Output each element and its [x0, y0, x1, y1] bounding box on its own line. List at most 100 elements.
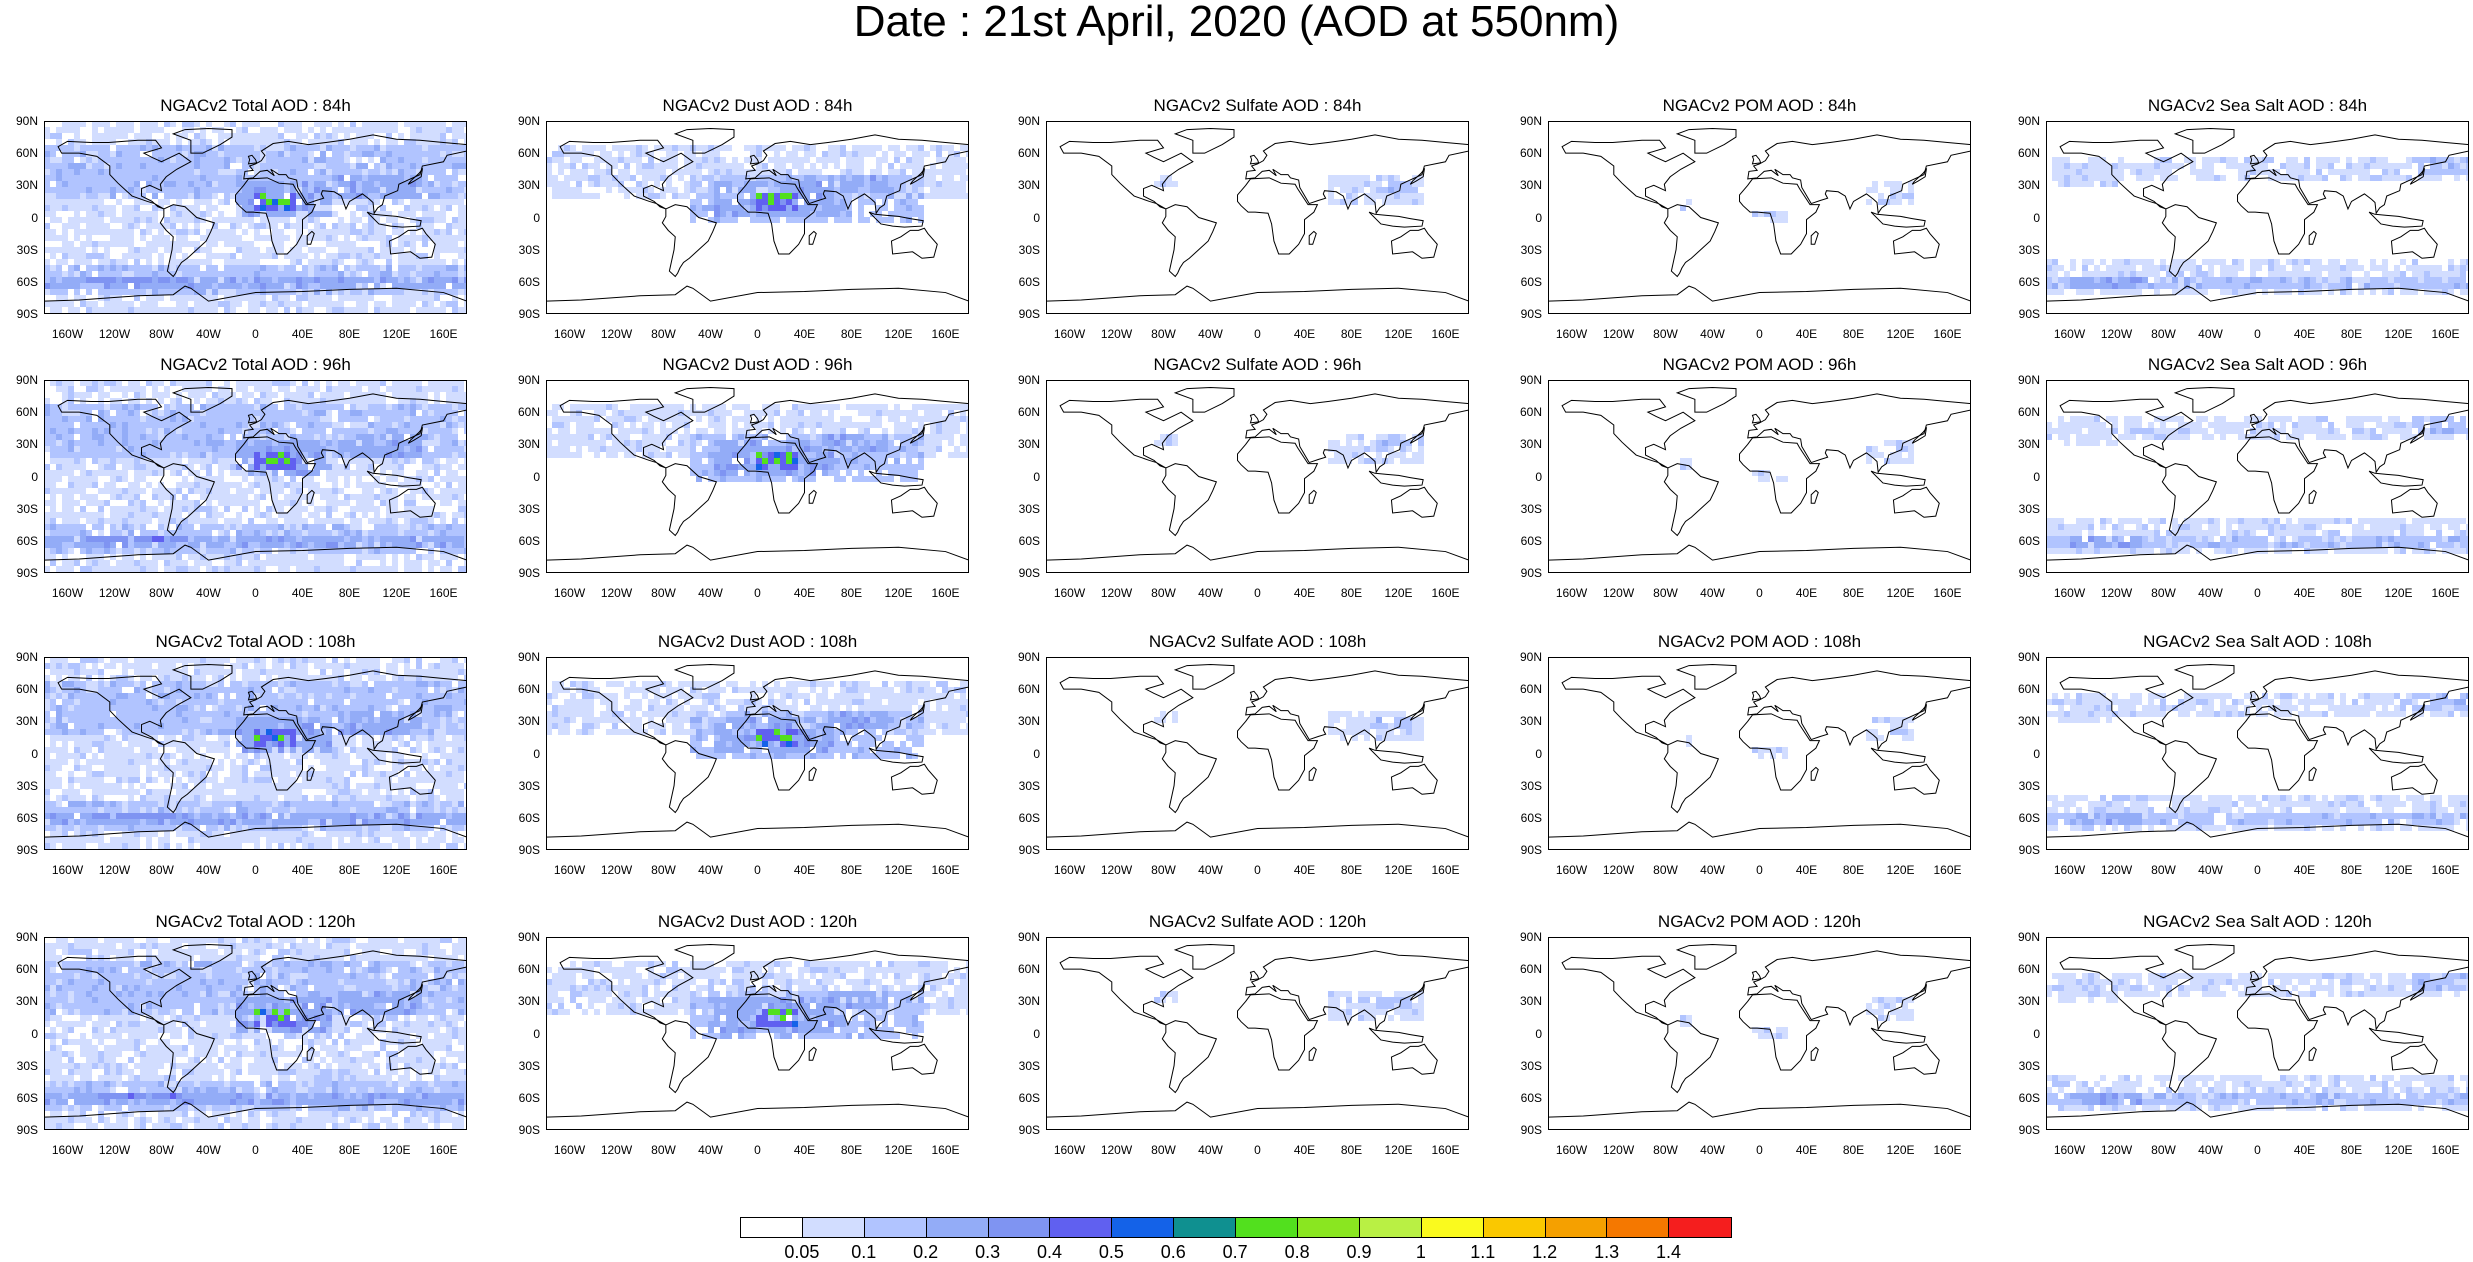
- coastline-uk: [2249, 690, 2260, 701]
- coastlines: [2046, 664, 2469, 838]
- lon-tick-label: 120E: [2384, 863, 2413, 877]
- lon-tick-label: 120E: [884, 863, 913, 877]
- lat-tick-label: 30S: [518, 501, 540, 516]
- coastline-africa: [2237, 993, 2319, 1071]
- lon-tick-label: 120E: [1886, 327, 1915, 341]
- lat-tick-label: 30S: [2018, 1058, 2040, 1073]
- lat-tick-label: 60S: [2018, 274, 2040, 289]
- lon-tick-label: 120E: [382, 1143, 411, 1157]
- lon-tick-label: 0: [252, 863, 259, 877]
- coastline-eurasia: [2245, 134, 2469, 215]
- coastline-australia: [2390, 227, 2438, 259]
- lat-tick-label: 0: [1535, 746, 1542, 761]
- colorbar-label: 0.9: [1346, 1242, 1372, 1262]
- map-seasalt-1: [2046, 380, 2469, 573]
- coastlines: [546, 387, 969, 561]
- coastline-africa: [2237, 436, 2319, 514]
- coastline-indonesia: [366, 747, 422, 764]
- lat-tick-label: 90S: [1018, 843, 1040, 857]
- lon-tick-label: 120W: [1100, 1143, 1133, 1157]
- coastline-uk: [247, 154, 258, 165]
- lat-tick-label: 90S: [518, 566, 540, 580]
- aod-field: [1680, 181, 1914, 223]
- lat-tick-label: 0: [2033, 469, 2040, 484]
- coastline-indonesia: [868, 470, 924, 487]
- coastline-africa: [1237, 177, 1319, 255]
- colorbar-box: [864, 1218, 927, 1237]
- lat-tick-label: 60N: [517, 682, 540, 697]
- lat-tick-label: 90N: [2017, 650, 2040, 664]
- coastlines: [44, 944, 467, 1118]
- coastline-indonesia: [1368, 211, 1424, 228]
- lat-tick-label: 90N: [2017, 114, 2040, 128]
- coastline-africa: [1739, 713, 1821, 791]
- coastline-south-america: [159, 463, 216, 537]
- lat-tick-label: 0: [2033, 746, 2040, 761]
- coastlines: [44, 387, 467, 561]
- lat-tick-label: 0: [533, 746, 540, 761]
- coastline-uk: [247, 690, 258, 701]
- coastline-eurasia: [1747, 393, 1971, 474]
- aod-field: [546, 404, 969, 482]
- coastline-uk: [1751, 690, 1762, 701]
- lat-tick-label: 30N: [1017, 437, 1040, 452]
- coastline-north-america: [2059, 675, 2194, 746]
- lat-tick-label: 60S: [518, 1090, 540, 1105]
- lat-tick-label: 30S: [1018, 242, 1040, 257]
- coastline-eurasia: [2245, 393, 2469, 474]
- lat-tick-label: 0: [2033, 1026, 2040, 1041]
- lon-tick-label: 120E: [1384, 1143, 1413, 1157]
- coastline-north-america: [2059, 955, 2194, 1026]
- lon-tick-label: 80W: [1151, 327, 1176, 341]
- aod-field: [546, 681, 969, 759]
- lat-tick-label: 0: [1535, 1026, 1542, 1041]
- lat-tick-label: 90N: [517, 373, 540, 387]
- coastline-south-america: [1161, 463, 1218, 537]
- coastline-africa: [1237, 993, 1319, 1071]
- coastline-uk: [1249, 154, 1260, 165]
- lat-tick-label: 30N: [1519, 178, 1542, 193]
- coastline-japan: [1409, 426, 1426, 444]
- coastlines: [546, 944, 969, 1118]
- lon-tick-label: 80W: [1151, 1143, 1176, 1157]
- coastline-madagascar: [306, 230, 315, 245]
- coastline-antarctica: [1046, 285, 1469, 302]
- lat-tick-label: 90S: [518, 307, 540, 321]
- coastline-south-america: [1663, 204, 1720, 278]
- lon-tick-label: 160W: [553, 1143, 586, 1157]
- lon-tick-label: 160W: [1555, 863, 1588, 877]
- lat-tick-label: 60N: [1519, 962, 1542, 977]
- coastline-africa: [737, 993, 819, 1071]
- coastline-australia: [388, 486, 436, 518]
- coastline-africa: [1237, 436, 1319, 514]
- lon-tick-label: 40W: [2198, 586, 2223, 600]
- lon-tick-label: 40E: [291, 327, 314, 341]
- lon-tick-label: 160W: [553, 327, 586, 341]
- aod-field: [1154, 711, 1424, 741]
- coastline-madagascar: [2308, 1046, 2317, 1061]
- lon-tick-label: 120E: [884, 586, 913, 600]
- panel-title: NGACv2 POM AOD : 108h: [1657, 632, 1862, 651]
- lon-tick-label: 160E: [1431, 586, 1460, 600]
- lat-tick-label: 60S: [1520, 1090, 1542, 1105]
- lon-tick-label: 80E: [1842, 327, 1865, 341]
- lat-tick-label: 30N: [1017, 994, 1040, 1009]
- lon-tick-label: 40E: [2293, 586, 2316, 600]
- lat-tick-label: 90N: [15, 373, 38, 387]
- lat-tick-label: 60N: [15, 146, 38, 161]
- coastline-australia: [1390, 763, 1438, 795]
- coastline-madagascar: [808, 766, 817, 781]
- lon-tick-label: 120E: [1384, 327, 1413, 341]
- coastline-eurasia: [745, 670, 969, 751]
- coastlines: [546, 128, 969, 302]
- colorbar-label: 0.8: [1284, 1242, 1310, 1262]
- colorbar-label: 1: [1415, 1242, 1426, 1262]
- coastlines: [1548, 944, 1971, 1118]
- lon-tick-label: 120E: [2384, 1143, 2413, 1157]
- lat-tick-label: 30S: [1018, 1058, 1040, 1073]
- lon-tick-label: 120E: [2384, 327, 2413, 341]
- map-sulfate-3: [1046, 937, 1469, 1130]
- lon-tick-label: 160W: [51, 1143, 84, 1157]
- lat-tick-label: 30N: [517, 714, 540, 729]
- coastline-eurasia: [1245, 950, 1469, 1031]
